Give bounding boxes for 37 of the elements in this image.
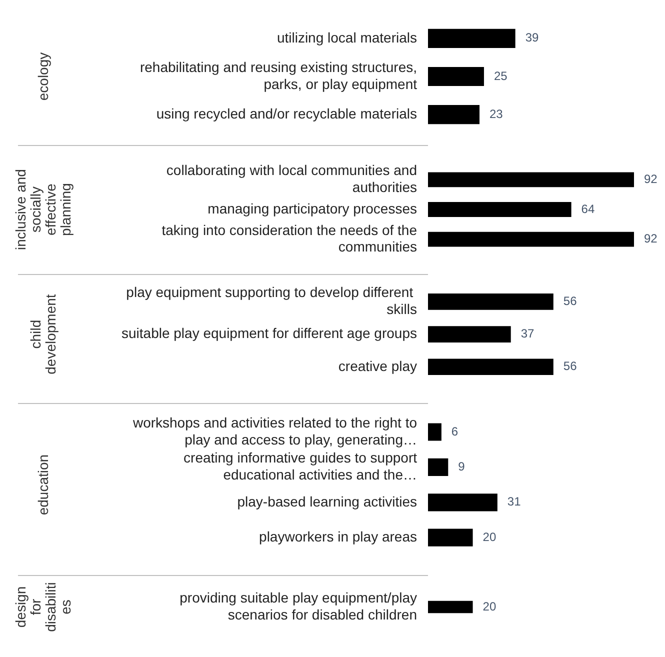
bar (428, 423, 442, 441)
bar (428, 494, 498, 512)
y-axis-title: design for disabilities (12, 582, 74, 632)
y-tick-label: creative play (338, 358, 417, 374)
y-tick-label: taking into consideration the needs of the communities (162, 222, 418, 255)
y-tick-label: utilizing local materials (276, 29, 417, 46)
y-tick-label: playworkers in play areas (259, 528, 417, 544)
y-axis-title: ecology (34, 52, 51, 101)
data-label: 92 (644, 232, 658, 246)
y-tick-label: providing suitable play equipment/play scenarios for disabled children (180, 589, 417, 622)
data-label: 56 (563, 359, 578, 374)
y-tick-label: play equipment supporting to develop different skills (126, 284, 417, 317)
y-tick-label: collaborating with local communities and authorities (166, 162, 417, 195)
y-tick-label: play-based learning activities (237, 493, 417, 510)
y-tick-label: using recycled and/or recyclable materials (156, 105, 417, 122)
data-label: 92 (644, 172, 658, 186)
bar (428, 458, 448, 476)
data-label: 56 (563, 294, 578, 308)
data-label: 9 (458, 460, 466, 474)
y-tick-label: managing participatory processes (208, 200, 417, 216)
data-label: 31 (507, 494, 522, 509)
y-axis-title: education (34, 454, 51, 516)
data-label: 39 (525, 30, 539, 45)
data-label: 6 (451, 424, 458, 438)
bar (428, 528, 473, 546)
y-tick-label: rehabilitating and reusing existing structures, parks, or play equipment (140, 58, 418, 92)
data-label: 37 (520, 326, 535, 341)
y-tick-label: suitable play equipment for different age groups (122, 325, 417, 342)
y-tick-label: workshops and activities related to the right to play and access to play, generating… (132, 414, 418, 448)
data-label: 20 (482, 599, 496, 614)
data-label: 25 (494, 68, 508, 83)
y-axis-title: child development (27, 294, 58, 374)
y-tick-label: creating informative guides to support educational activities and the… (184, 450, 418, 482)
y-axis-title: inclusive and socially effective planning (12, 169, 74, 250)
data-label: 64 (581, 202, 595, 216)
data-label: 23 (490, 106, 504, 121)
data-label: 20 (482, 530, 496, 544)
